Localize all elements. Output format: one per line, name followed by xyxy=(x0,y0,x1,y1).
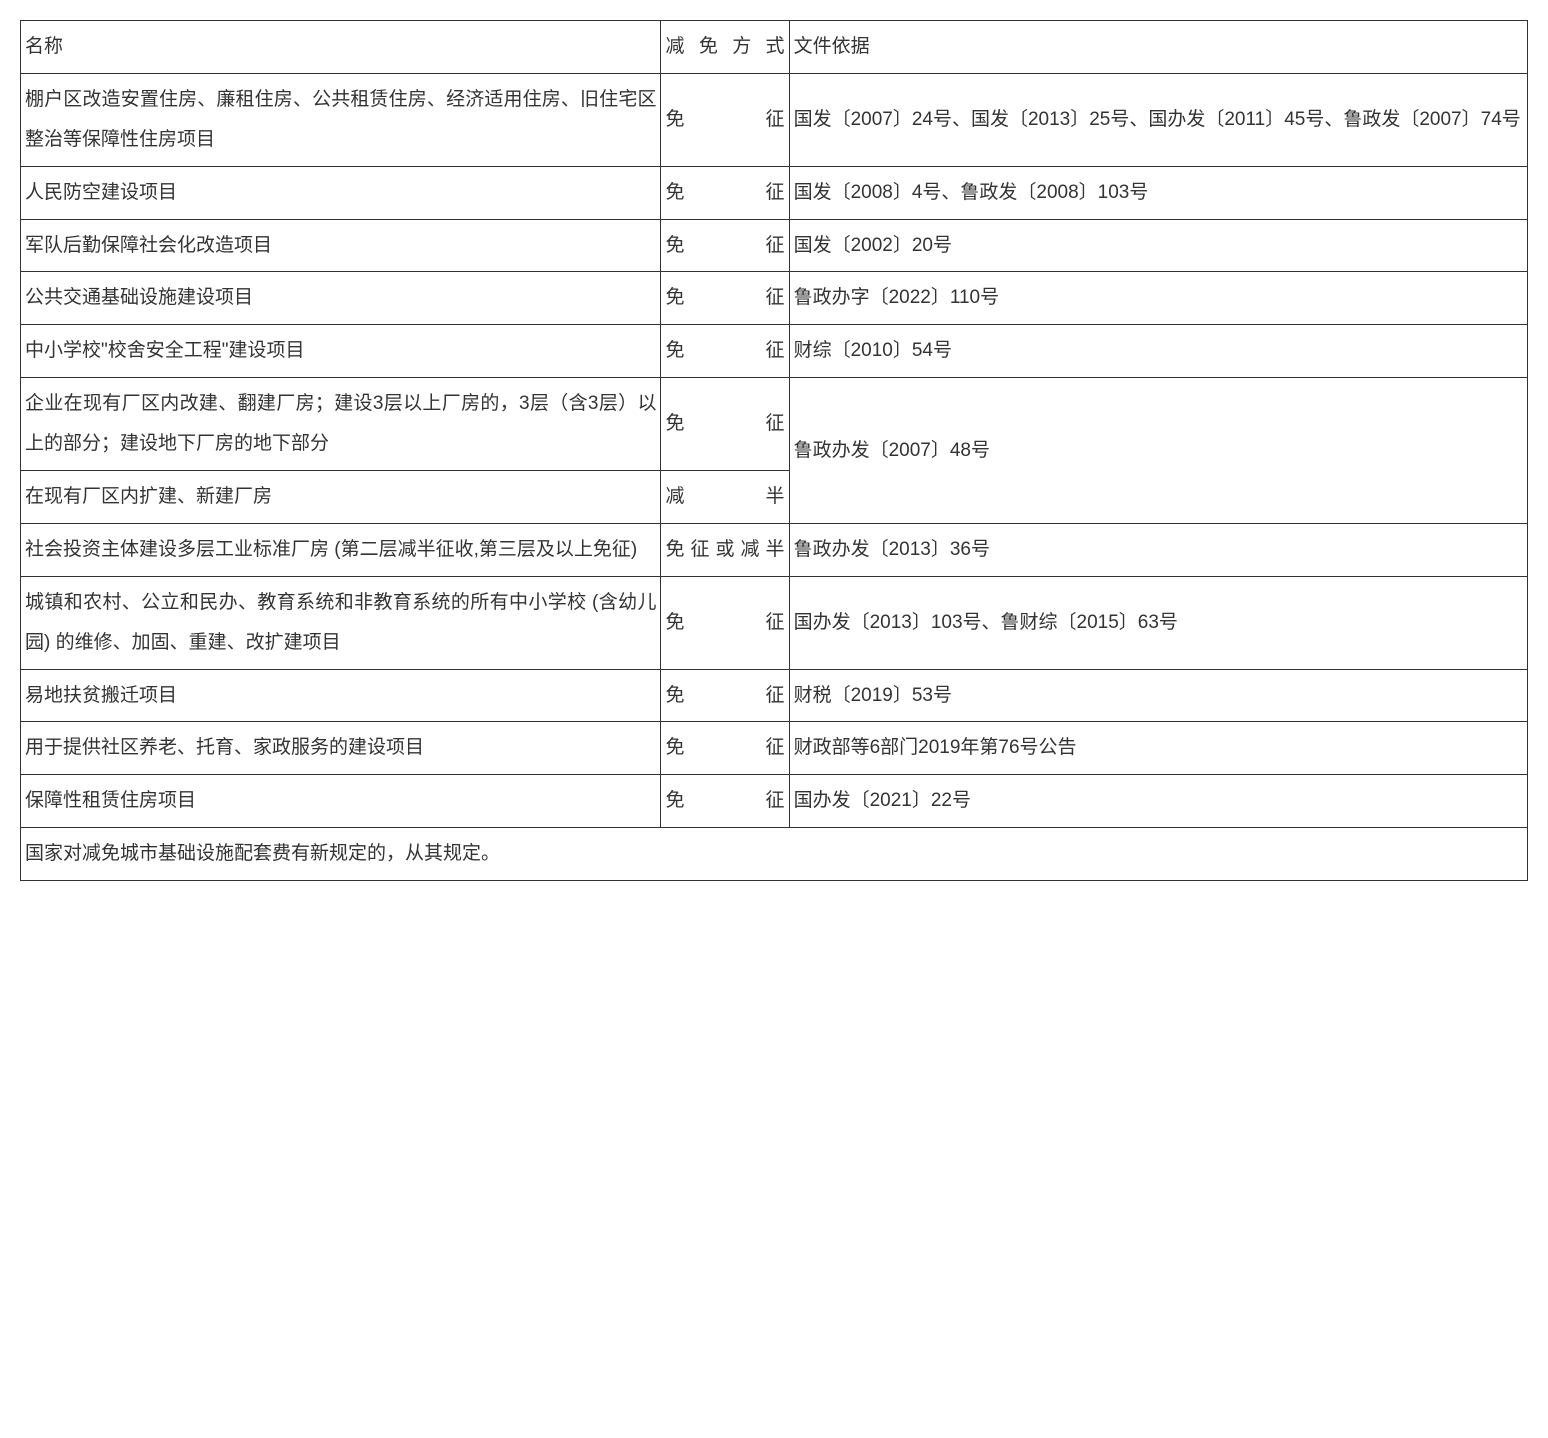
cell-basis: 鲁政办发〔2013〕36号 xyxy=(789,523,1527,576)
cell-basis: 财综〔2010〕54号 xyxy=(789,325,1527,378)
table-row: 社会投资主体建设多层工业标准厂房 (第二层减半征收,第三层及以上免征)免征或减半… xyxy=(21,523,1528,576)
cell-name: 社会投资主体建设多层工业标准厂房 (第二层减半征收,第三层及以上免征) xyxy=(21,523,661,576)
cell-basis: 财税〔2019〕53号 xyxy=(789,669,1527,722)
cell-basis: 国办发〔2021〕22号 xyxy=(789,775,1527,828)
cell-method: 减半 xyxy=(661,471,789,524)
cell-method: 免征 xyxy=(661,166,789,219)
cell-method: 免征 xyxy=(661,272,789,325)
cell-name: 军队后勤保障社会化改造项目 xyxy=(21,219,661,272)
cell-basis: 国办发〔2013〕103号、鲁财综〔2015〕63号 xyxy=(789,576,1527,669)
table-row: 城镇和农村、公立和民办、教育系统和非教育系统的所有中小学校 (含幼儿园) 的维修… xyxy=(21,576,1528,669)
cell-method: 免征 xyxy=(661,669,789,722)
table-row: 用于提供社区养老、托育、家政服务的建设项目免征财政部等6部门2019年第76号公… xyxy=(21,722,1528,775)
cell-name: 中小学校"校舍安全工程"建设项目 xyxy=(21,325,661,378)
cell-name: 易地扶贫搬迁项目 xyxy=(21,669,661,722)
table-row: 易地扶贫搬迁项目免征财税〔2019〕53号 xyxy=(21,669,1528,722)
footer-cell: 国家对减免城市基础设施配套费有新规定的，从其规定。 xyxy=(21,828,1528,881)
table-row: 企业在现有厂区内改建、翻建厂房；建设3层以上厂房的，3层（含3层）以上的部分；建… xyxy=(21,378,1528,471)
cell-method: 免征 xyxy=(661,576,789,669)
cell-name: 公共交通基础设施建设项目 xyxy=(21,272,661,325)
header-row: 名称 减免方式 文件依据 xyxy=(21,21,1528,74)
cell-method: 免征 xyxy=(661,73,789,166)
cell-name: 企业在现有厂区内改建、翻建厂房；建设3层以上厂房的，3层（含3层）以上的部分；建… xyxy=(21,378,661,471)
cell-method: 免征 xyxy=(661,775,789,828)
table-row: 保障性租赁住房项目免征国办发〔2021〕22号 xyxy=(21,775,1528,828)
cell-basis: 国发〔2008〕4号、鲁政发〔2008〕103号 xyxy=(789,166,1527,219)
cell-method: 免征 xyxy=(661,325,789,378)
cell-basis: 鲁政办字〔2022〕110号 xyxy=(789,272,1527,325)
table-row: 中小学校"校舍安全工程"建设项目免征财综〔2010〕54号 xyxy=(21,325,1528,378)
cell-method: 免征 xyxy=(661,722,789,775)
header-name: 名称 xyxy=(21,21,661,74)
exemption-table: 名称 减免方式 文件依据 棚户区改造安置住房、廉租住房、公共租赁住房、经济适用住… xyxy=(20,20,1528,881)
table-row: 公共交通基础设施建设项目免征鲁政办字〔2022〕110号 xyxy=(21,272,1528,325)
cell-basis: 财政部等6部门2019年第76号公告 xyxy=(789,722,1527,775)
table-row: 军队后勤保障社会化改造项目免征国发〔2002〕20号 xyxy=(21,219,1528,272)
header-basis: 文件依据 xyxy=(789,21,1527,74)
table-body: 名称 减免方式 文件依据 棚户区改造安置住房、廉租住房、公共租赁住房、经济适用住… xyxy=(21,21,1528,881)
header-method: 减免方式 xyxy=(661,21,789,74)
cell-name: 棚户区改造安置住房、廉租住房、公共租赁住房、经济适用住房、旧住宅区整治等保障性住… xyxy=(21,73,661,166)
cell-method: 免征 xyxy=(661,378,789,471)
table-row: 人民防空建设项目免征国发〔2008〕4号、鲁政发〔2008〕103号 xyxy=(21,166,1528,219)
cell-basis: 鲁政办发〔2007〕48号 xyxy=(789,378,1527,524)
cell-basis: 国发〔2002〕20号 xyxy=(789,219,1527,272)
table-row: 棚户区改造安置住房、廉租住房、公共租赁住房、经济适用住房、旧住宅区整治等保障性住… xyxy=(21,73,1528,166)
cell-name: 人民防空建设项目 xyxy=(21,166,661,219)
cell-method: 免征或减半 xyxy=(661,523,789,576)
cell-name: 保障性租赁住房项目 xyxy=(21,775,661,828)
footer-row: 国家对减免城市基础设施配套费有新规定的，从其规定。 xyxy=(21,828,1528,881)
cell-method: 免征 xyxy=(661,219,789,272)
cell-name: 在现有厂区内扩建、新建厂房 xyxy=(21,471,661,524)
cell-name: 用于提供社区养老、托育、家政服务的建设项目 xyxy=(21,722,661,775)
cell-basis: 国发〔2007〕24号、国发〔2013〕25号、国办发〔2011〕45号、鲁政发… xyxy=(789,73,1527,166)
cell-name: 城镇和农村、公立和民办、教育系统和非教育系统的所有中小学校 (含幼儿园) 的维修… xyxy=(21,576,661,669)
